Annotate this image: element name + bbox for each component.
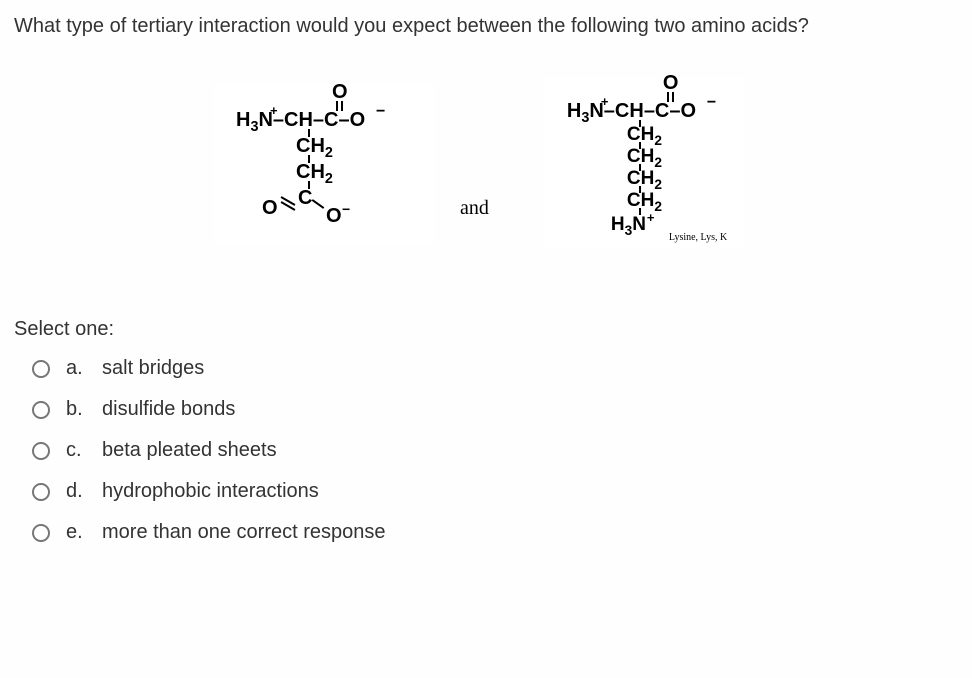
- option-d[interactable]: d. hydrophobic interactions: [32, 480, 958, 503]
- chem-structure-left: O H3N–CH–C–O + − CH2 CH2 C O O −: [214, 83, 434, 243]
- left-carboxyl-C: C: [298, 187, 312, 210]
- figure-row: O H3N–CH–C–O + − CH2 CH2 C O O − and O H…: [214, 78, 958, 248]
- option-letter: d.: [66, 480, 92, 503]
- right-ch2-1: CH2: [627, 124, 662, 148]
- option-letter: e.: [66, 521, 92, 544]
- option-c[interactable]: c. beta pleated sheets: [32, 439, 958, 462]
- chem-structure-right: O H3N–CH–C–O + − CH2 CH2 CH2 CH2 H3N + L…: [545, 78, 745, 248]
- right-minus: −: [707, 94, 716, 112]
- option-text: beta pleated sheets: [102, 439, 277, 462]
- right-ch2-4: CH2: [627, 190, 662, 214]
- and-label: and: [460, 107, 489, 220]
- option-b[interactable]: b. disulfide bonds: [32, 398, 958, 421]
- option-a[interactable]: a. salt bridges: [32, 357, 958, 380]
- option-e[interactable]: e. more than one correct response: [32, 521, 958, 544]
- radio-b[interactable]: [32, 401, 50, 419]
- question-text: What type of tertiary interaction would …: [14, 12, 958, 40]
- right-backbone-oxygen: O: [663, 72, 679, 95]
- right-caption: Lysine, Lys, K: [669, 232, 727, 243]
- right-amine: H3N: [611, 214, 646, 238]
- option-text: disulfide bonds: [102, 398, 235, 421]
- option-text: salt bridges: [102, 357, 204, 380]
- left-ch2-1: CH2: [296, 135, 333, 161]
- left-backbone: H3N–CH–C–O: [236, 109, 365, 135]
- option-text: hydrophobic interactions: [102, 480, 319, 503]
- radio-c[interactable]: [32, 442, 50, 460]
- left-backbone-oxygen: O: [332, 81, 348, 104]
- right-amine-plus: +: [647, 210, 655, 225]
- left-co-sgl: [312, 199, 325, 209]
- options-list: a. salt bridges b. disulfide bonds c. be…: [32, 357, 958, 544]
- radio-e[interactable]: [32, 524, 50, 542]
- right-backbone: H3N–CH–C–O: [567, 100, 696, 126]
- right-ch2-3: CH2: [627, 168, 662, 192]
- option-text: more than one correct response: [102, 521, 386, 544]
- left-plus: +: [270, 103, 278, 118]
- right-ch2-2: CH2: [627, 146, 662, 170]
- left-ch2-2: CH2: [296, 161, 333, 187]
- left-carboxyl-O-minus: O: [326, 205, 342, 228]
- left-minus: −: [376, 103, 385, 121]
- option-letter: a.: [66, 357, 92, 380]
- right-plus: +: [601, 94, 609, 109]
- left-carboxyl-O-dbl: O: [262, 197, 278, 220]
- option-letter: c.: [66, 439, 92, 462]
- radio-a[interactable]: [32, 360, 50, 378]
- option-letter: b.: [66, 398, 92, 421]
- select-prompt: Select one:: [14, 318, 958, 341]
- left-carboxyl-minus-charge: −: [342, 201, 350, 217]
- radio-d[interactable]: [32, 483, 50, 501]
